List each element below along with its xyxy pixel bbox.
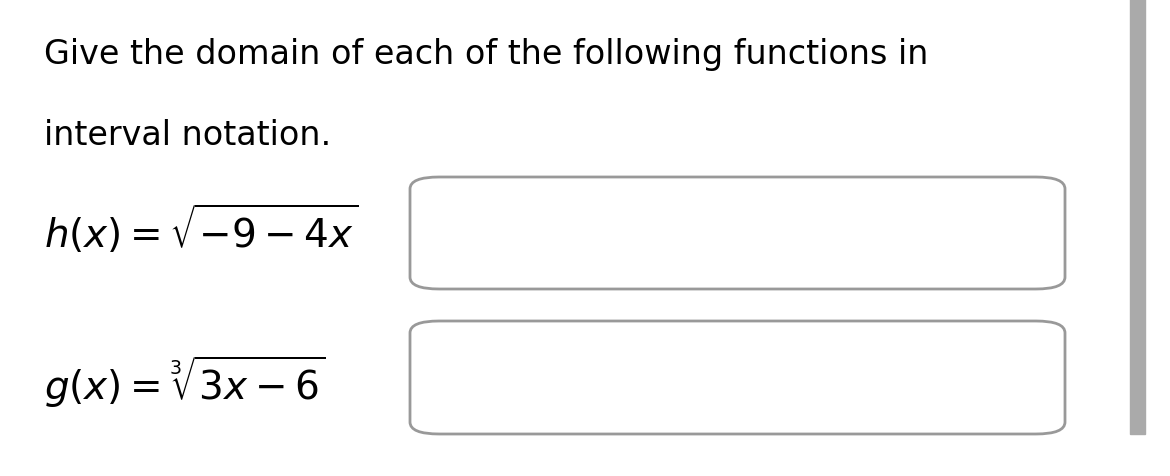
Bar (1130, 0, 1145, 434)
Text: $h(x) = \sqrt{-9-4x}$: $h(x) = \sqrt{-9-4x}$ (44, 202, 359, 255)
Text: interval notation.: interval notation. (44, 119, 332, 152)
FancyBboxPatch shape (410, 178, 1065, 289)
FancyBboxPatch shape (410, 321, 1065, 434)
Text: Give the domain of each of the following functions in: Give the domain of each of the following… (44, 38, 929, 71)
Text: $g(x) = \sqrt[3]{3x-6}$: $g(x) = \sqrt[3]{3x-6}$ (44, 353, 326, 409)
